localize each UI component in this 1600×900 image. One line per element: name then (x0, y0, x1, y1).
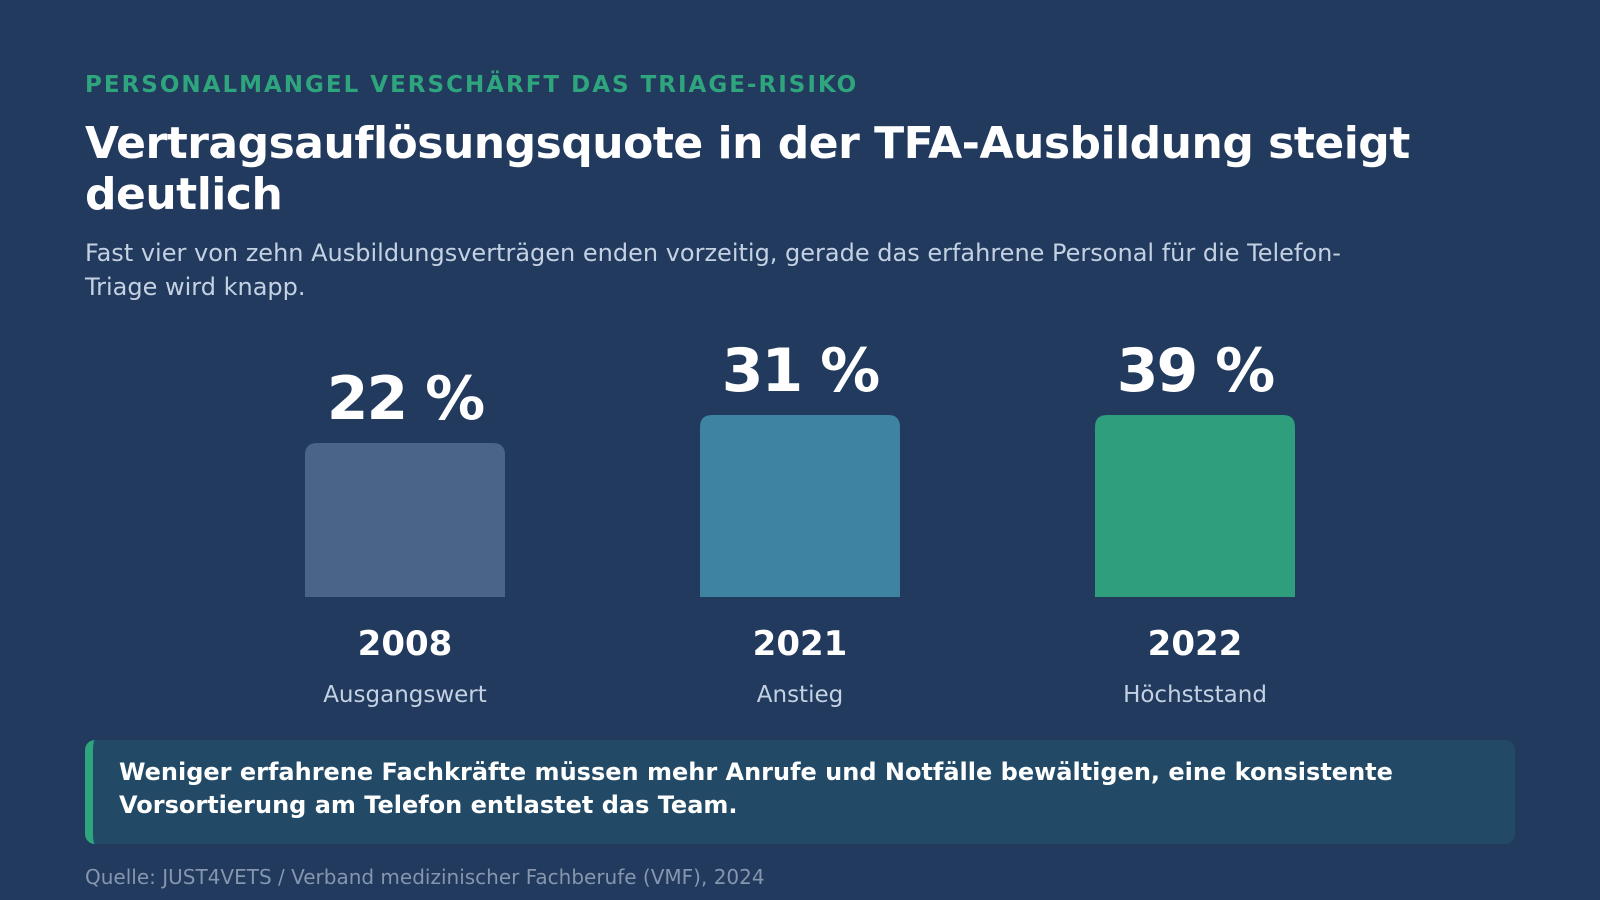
source-note: Quelle: JUST4VETS / Verband medizinische… (85, 865, 765, 889)
value-label-2008: 22 % (327, 364, 484, 434)
category-label-2008: 2008 (358, 624, 453, 664)
bar-2008 (305, 443, 505, 597)
callout-text: Weniger erfahrene Fachkräfte müssen mehr… (119, 758, 1393, 819)
value-label-2022: 39 % (1117, 336, 1274, 406)
category-sublabel-2021: Anstieg (757, 682, 843, 708)
chart-subtitle: Fast vier von zehn Ausbildungsverträgen … (85, 239, 1341, 301)
kicker-label: PERSONALMANGEL VERSCHÄRFT DAS TRIAGE-RIS… (85, 72, 859, 98)
category-sublabel-2008: Ausgangswert (323, 682, 487, 708)
value-label-2021: 31 % (722, 336, 879, 406)
category-sublabel-2022: Höchststand (1123, 682, 1267, 708)
bar-2022 (1095, 415, 1295, 597)
category-label-2021: 2021 (753, 624, 848, 664)
insight-callout: Weniger erfahrene Fachkräfte müssen mehr… (85, 740, 1515, 844)
chart-title: Vertragsauflösungsquote in der TFA-Ausbi… (85, 118, 1410, 220)
bar-2021 (700, 415, 900, 597)
category-label-2022: 2022 (1148, 624, 1243, 664)
